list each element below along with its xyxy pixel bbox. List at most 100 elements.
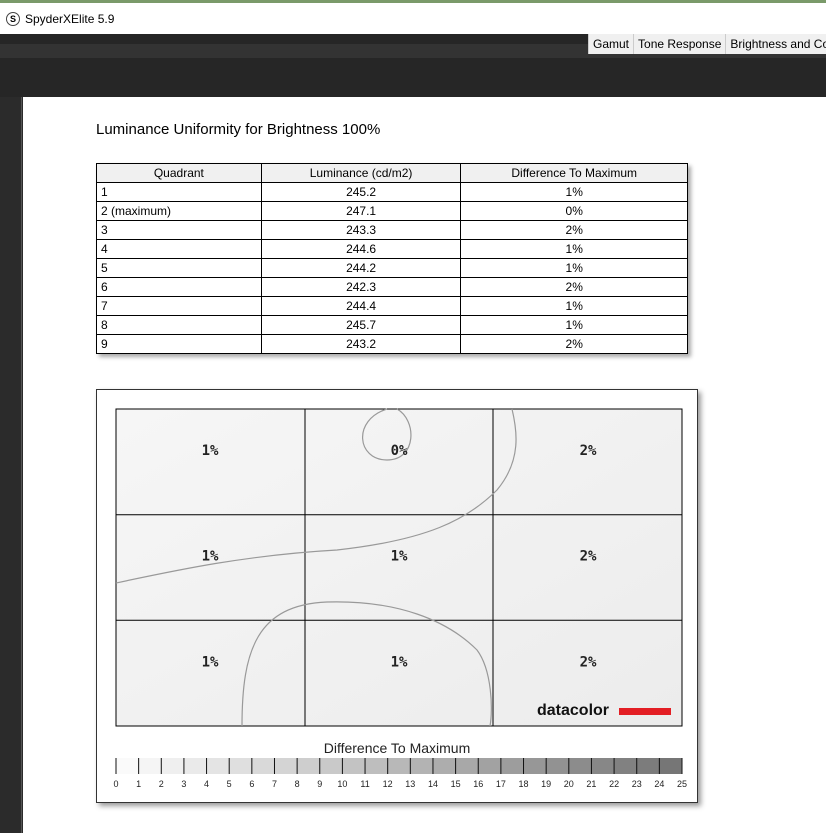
legend-tick-label: 15: [450, 779, 461, 789]
legend-swatch: [636, 758, 660, 774]
legend-tick-label: 11: [360, 779, 370, 789]
legend-swatch: [297, 758, 321, 774]
table-cell: 243.3: [260, 220, 462, 240]
table-cell: 6: [96, 277, 262, 297]
page-title: Luminance Uniformity for Brightness 100%: [96, 121, 381, 138]
legend-swatch: [410, 758, 434, 774]
datacolor-logo-bar: [619, 708, 671, 715]
table-cell: 1%: [460, 239, 688, 259]
table-row: 6 242.3 2%: [96, 277, 688, 297]
legend-tick-label: 20: [563, 779, 574, 789]
legend-swatch: [206, 758, 230, 774]
cell-value: 1%: [391, 654, 408, 670]
table-cell: 1: [96, 182, 262, 202]
legend-tick-label: 10: [337, 779, 348, 789]
legend-swatch: [455, 758, 479, 774]
legend-tick-label: 21: [586, 779, 597, 789]
cell-value: 2%: [580, 443, 597, 459]
legend-swatch: [229, 758, 253, 774]
legend-swatch: [546, 758, 570, 774]
uniformity-map: 1% 0% 2% 1% 1% 2% 1% 1% 2% datacolor: [115, 408, 683, 774]
left-sidebar: [0, 97, 22, 833]
legend-swatch: [183, 758, 208, 774]
column-header: Quadrant: [96, 163, 262, 183]
table-cell: 244.6: [260, 239, 462, 259]
table-cell: 245.7: [260, 315, 462, 335]
legend-tick-label: 25: [676, 779, 688, 789]
grid-lines: [116, 409, 682, 726]
legend-title: Difference To Maximum: [323, 740, 471, 756]
table-cell: 8: [96, 315, 262, 335]
legend-swatch: [274, 758, 298, 774]
legend-tick-label: 24: [654, 779, 665, 789]
table-cell: 2 (maximum): [96, 201, 262, 221]
table-row: 7 244.4 1%: [96, 296, 688, 316]
legend-swatch: [161, 758, 185, 774]
cell-value: 1%: [202, 654, 219, 670]
table-cell: 5: [96, 258, 262, 278]
tab-bar: Gamut Tone Response Brightness and Con: [588, 34, 826, 54]
legend-swatch: [478, 758, 502, 774]
cell-value: 1%: [202, 443, 219, 459]
uniformity-table: Quadrant Luminance (cd/m2) Difference To…: [96, 163, 688, 354]
tab-tone-response[interactable]: Tone Response: [633, 34, 725, 54]
legend-tick-label: 14: [427, 779, 438, 789]
legend-tick-label: 6: [249, 779, 255, 789]
legend-tick-label: 3: [181, 779, 187, 789]
legend-tick-label: 19: [541, 779, 552, 789]
table-cell: 0%: [460, 201, 688, 221]
legend-swatch: [365, 758, 389, 774]
legend-swatch: [500, 758, 525, 774]
cell-value: 0%: [391, 443, 408, 459]
legend-tick-label: 0: [113, 779, 119, 789]
column-header: Difference To Maximum: [460, 163, 688, 183]
contour-line: [241, 601, 492, 727]
legend-tick-label: 23: [631, 779, 642, 789]
table-row: 4 244.6 1%: [96, 239, 688, 259]
legend-tick-label: 4: [204, 779, 210, 789]
legend-swatch: [659, 758, 683, 774]
table-cell: 2%: [460, 220, 688, 240]
table-cell: 244.2: [260, 258, 462, 278]
tab-brightness-contrast[interactable]: Brightness and Con: [725, 34, 826, 54]
legend-tick-label: 5: [226, 779, 232, 789]
legend-swatch: [116, 758, 140, 774]
table-row: 9 243.2 2%: [96, 334, 688, 354]
table-cell: 2%: [460, 334, 688, 354]
cell-value: 1%: [391, 549, 408, 565]
table-row: 1 245.2 1%: [96, 182, 688, 202]
legend-tick-label: 16: [473, 779, 484, 789]
window-title: SpyderXElite 5.9: [25, 11, 115, 26]
table-cell: 4: [96, 239, 262, 259]
legend-tick-label: 18: [518, 779, 529, 789]
column-header: Luminance (cd/m2): [260, 163, 462, 183]
legend-swatch: [251, 758, 275, 774]
legend-tick-label: 7: [271, 779, 277, 789]
datacolor-logo: datacolor: [537, 702, 609, 719]
legend-tick-label: 13: [405, 779, 416, 789]
contour-line: [115, 408, 517, 584]
legend-swatch: [342, 758, 366, 774]
legend-swatch: [387, 758, 411, 774]
legend-swatch: [523, 758, 547, 774]
legend-tick-label: 2: [158, 779, 164, 789]
tab-gamut[interactable]: Gamut: [588, 34, 633, 54]
app-logo-icon: S: [6, 11, 20, 26]
table-row: 2 (maximum) 247.1 0%: [96, 201, 688, 221]
table-cell: 242.3: [260, 277, 462, 297]
map-grid: [115, 408, 683, 727]
table-cell: 2%: [460, 277, 688, 297]
table-cell: 1%: [460, 182, 688, 202]
legend-swatch: [432, 758, 457, 774]
title-bar: S SpyderXElite 5.9: [0, 0, 826, 34]
legend-tick-label: 8: [294, 779, 300, 789]
legend-swatch: [138, 758, 162, 774]
table-cell: 247.1: [260, 201, 462, 221]
table-cell: 1%: [460, 296, 688, 316]
legend-tick-label: 12: [382, 779, 393, 789]
table-cell: 9: [96, 334, 262, 354]
table-cell: 7: [96, 296, 262, 316]
cell-value: 2%: [580, 654, 597, 670]
legend-tick-label: 22: [609, 779, 620, 789]
legend-swatch: [591, 758, 615, 774]
